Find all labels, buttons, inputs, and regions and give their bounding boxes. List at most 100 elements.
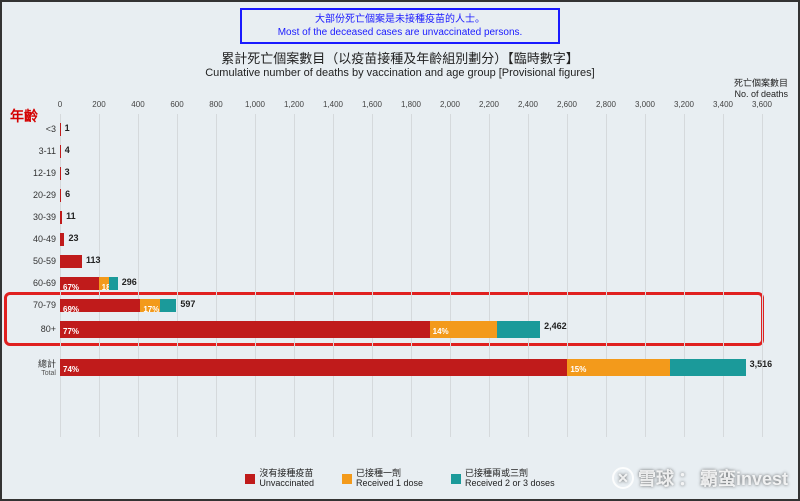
bar-segment-dose1: 17% (140, 299, 160, 312)
x-tick-label: 2,200 (479, 100, 499, 109)
legend-unvac-zh: 沒有接種疫苗 (259, 468, 313, 478)
age-label-total: 總計Total (10, 357, 56, 377)
bar-segment-unvac: 67% (60, 277, 99, 290)
bar-track: 69%17% 597 (60, 299, 762, 312)
x-tick-label: 3,600 (752, 100, 772, 109)
bar-row-total: 總計Total74%15%3,516 (60, 356, 762, 378)
legend-dose23-zh: 已接種兩或三劑 (465, 468, 528, 478)
age-label: 40-49 (10, 234, 56, 244)
bar-track: 113 (60, 255, 762, 268)
bar-segment-unvac (60, 167, 61, 180)
bar-segment-unvac (60, 123, 61, 136)
age-label: 70-79 (10, 300, 56, 310)
age-label: 20-29 (10, 190, 56, 200)
bar-segment-unvac (60, 189, 61, 202)
legend-dose23: 已接種兩或三劑Received 2 or 3 doses (451, 469, 555, 489)
bar-pct-label: 77% (60, 323, 79, 340)
bar-total-label: 2,462 (544, 321, 567, 331)
bar-track: 1 (60, 123, 762, 136)
bar-row: 20-296 (60, 186, 762, 204)
notice-box: 大部份死亡個案是未接種疫苗的人士。 Most of the deceased c… (240, 8, 560, 44)
bar-pct-label: 15% (567, 361, 586, 378)
bar-segment-dose1: 18% (99, 277, 109, 290)
bar-total-label: 3,516 (750, 359, 773, 369)
notice-en: Most of the deceased cases are unvaccina… (248, 26, 552, 39)
x-tick-label: 800 (209, 100, 222, 109)
bar-row: <31 (60, 120, 762, 138)
legend-dose23-en: Received 2 or 3 doses (465, 478, 555, 488)
x-tick-label: 400 (131, 100, 144, 109)
x-tick-label: 1,400 (323, 100, 343, 109)
plot-area: 02004006008001,0001,2001,4001,6001,8002,… (60, 114, 762, 437)
title-zh: 累計死亡個案數目（以疫苗接種及年齡組別劃分）【臨時數字】 (12, 48, 788, 67)
bar-segment-dose23 (670, 359, 745, 376)
x-axis-title-zh: 死亡個案數目 (734, 78, 788, 88)
bar-segment-dose1: 15% (567, 359, 670, 376)
bar-pct-label: 14% (430, 323, 449, 340)
legend-dose1: 已接種一劑Received 1 dose (342, 469, 423, 489)
x-tick-label: 3,200 (674, 100, 694, 109)
bar-pct-label: 17% (140, 303, 159, 316)
bar-row: 30-3911 (60, 208, 762, 226)
x-tick-label: 0 (58, 100, 62, 109)
title-en: Cumulative number of deaths by vaccinati… (12, 67, 788, 79)
bar-track: 67%18%296 (60, 277, 762, 290)
bar-segment-dose23 (497, 321, 540, 338)
bar-pct-label: 67% (60, 281, 79, 294)
bar-row: 40-4923 (60, 230, 762, 248)
gridline (762, 114, 763, 437)
legend-unvac-en: Unvaccinated (259, 478, 314, 488)
x-tick-label: 2,800 (596, 100, 616, 109)
age-label: 12-19 (10, 168, 56, 178)
x-tick-label: 2,400 (518, 100, 538, 109)
x-tick-label: 1,200 (284, 100, 304, 109)
bar-segment-unvac (60, 211, 62, 224)
legend-dose1-zh: 已接種一劑 (356, 468, 401, 478)
bar-total-label: 113 (86, 255, 101, 265)
bar-total-label: 4 (65, 145, 70, 155)
bar-total-label: 23 (68, 233, 78, 243)
bar-pct-label: 69% (60, 303, 79, 316)
bar-track: 23 (60, 233, 762, 246)
bar-row: 12-193 (60, 164, 762, 182)
bar-row: 3-114 (60, 142, 762, 160)
swatch-dose23 (451, 474, 461, 484)
bar-row: 60-6967%18%296 (60, 274, 762, 292)
bar-row: 70-7969%17%597 (60, 296, 762, 314)
bar-segment-dose23 (109, 277, 118, 290)
bar-row: 50-59113 (60, 252, 762, 270)
age-label: 30-39 (10, 212, 56, 222)
bar-segment-unvac: 77% (60, 321, 430, 338)
bar-segment-unvac: 69% (60, 299, 140, 312)
legend-unvac: 沒有接種疫苗Unvaccinated (245, 469, 314, 489)
x-tick-label: 600 (170, 100, 183, 109)
bar-pct-label: 74% (60, 361, 79, 378)
bar-total-label: 3 (65, 167, 70, 177)
bar-segment-unvac: 74% (60, 359, 567, 376)
bar-total-label: 6 (65, 189, 70, 199)
x-tick-label: 2,000 (440, 100, 460, 109)
bar-total-label: 597 (180, 299, 195, 309)
x-axis-title: 死亡個案數目 No. of deaths (734, 78, 788, 100)
bar-segment-unvac (60, 255, 82, 268)
chart-title: 累計死亡個案數目（以疫苗接種及年齡組別劃分）【臨時數字】 Cumulative … (12, 48, 788, 79)
x-tick-label: 1,800 (401, 100, 421, 109)
x-tick-label: 3,000 (635, 100, 655, 109)
bar-segment-dose23 (160, 299, 176, 312)
bar-segment-unvac (60, 233, 64, 246)
chart-container: 大部份死亡個案是未接種疫苗的人士。 Most of the deceased c… (2, 2, 798, 499)
bar-total-label: 1 (65, 123, 70, 133)
bar-track: 6 (60, 189, 762, 202)
age-label: 80+ (10, 324, 56, 334)
bar-segment-unvac (60, 145, 61, 158)
bar-track: 77% 14% 2,462 (60, 321, 762, 338)
age-label: 60-69 (10, 278, 56, 288)
x-tick-label: 200 (92, 100, 105, 109)
bar-track: 4 (60, 145, 762, 158)
legend: 沒有接種疫苗Unvaccinated 已接種一劑Received 1 dose … (2, 469, 798, 489)
y-axis-label: 年齡 (10, 106, 38, 126)
x-tick-label: 3,400 (713, 100, 733, 109)
x-axis-title-en: No. of deaths (734, 89, 788, 99)
x-tick-label: 1,000 (245, 100, 265, 109)
x-tick-label: 2,600 (557, 100, 577, 109)
